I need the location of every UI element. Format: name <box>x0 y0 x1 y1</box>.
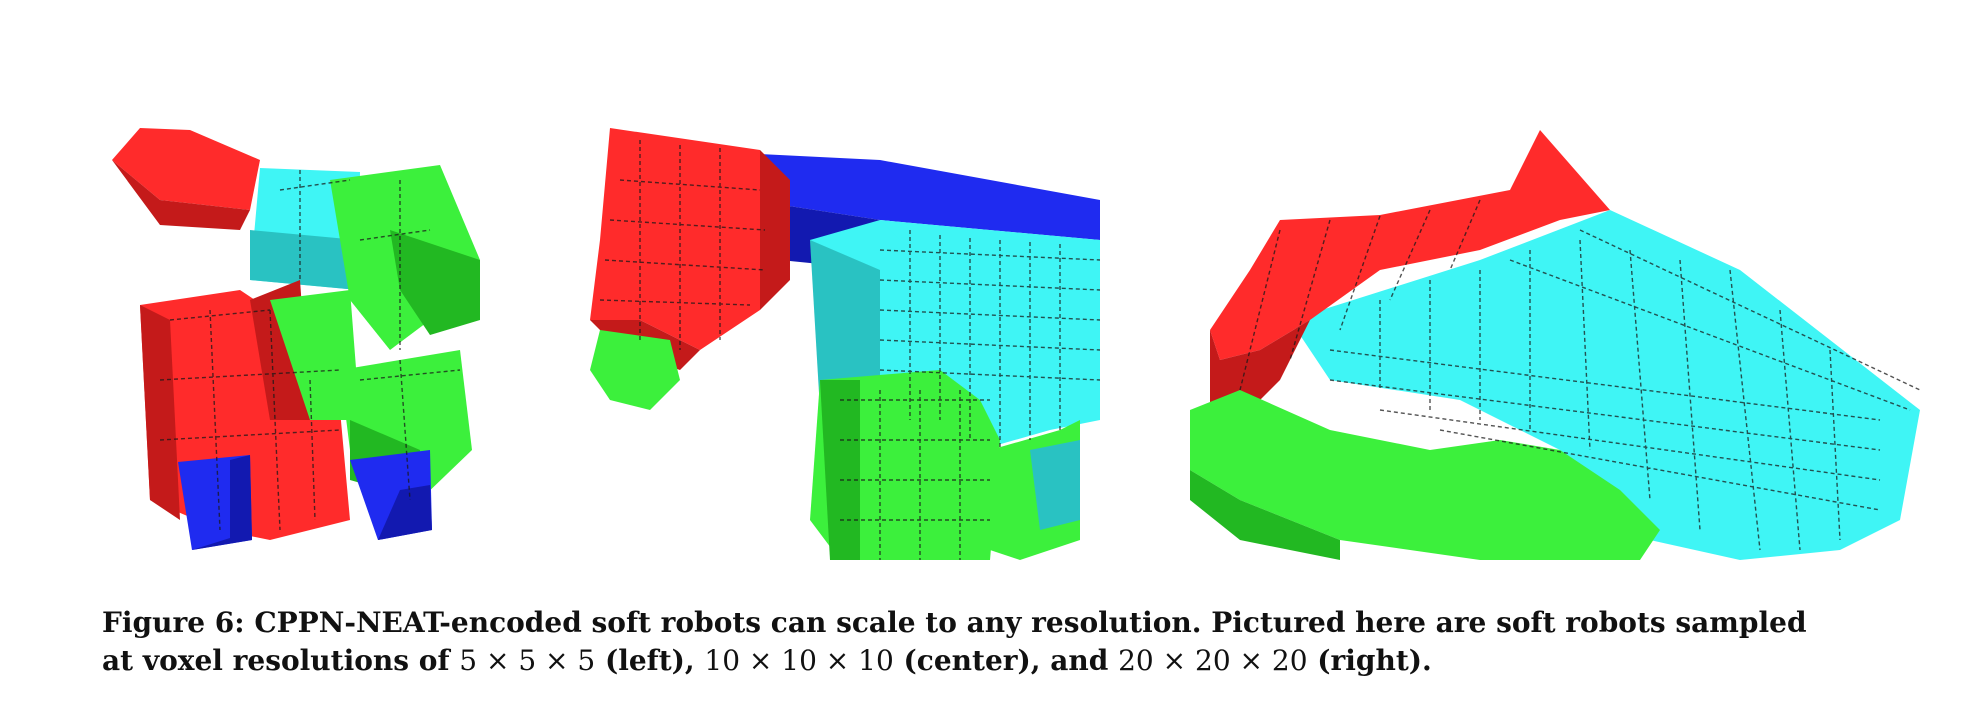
robot-left-5x5x5 <box>112 128 480 550</box>
caption-line-1: Figure 6: CPPN-NEAT-encoded soft robots … <box>102 604 1922 642</box>
caption-res-left: 5 × 5 × 5 <box>459 644 596 677</box>
caption-res-center: 10 × 10 × 10 <box>704 644 894 677</box>
caption-text-2a: at voxel resolutions of <box>102 644 460 677</box>
caption-label: Figure 6: <box>102 606 245 639</box>
caption-text-2c: (center), and <box>893 644 1119 677</box>
caption-text-1: CPPN-NEAT-encoded soft robots can scale … <box>244 606 1807 639</box>
figure-6-images <box>112 128 1920 560</box>
caption-res-right: 20 × 20 × 20 <box>1118 644 1308 677</box>
caption-line-2: at voxel resolutions of 5 × 5 × 5 (left)… <box>102 642 1922 680</box>
robot-center-10x10x10 <box>590 128 1101 560</box>
caption-text-2b: (left), <box>595 644 705 677</box>
caption-text-2d: (right). <box>1307 644 1432 677</box>
figure-caption: Figure 6: CPPN-NEAT-encoded soft robots … <box>102 604 1922 680</box>
robot-right-20x20x20 <box>1190 130 1920 560</box>
